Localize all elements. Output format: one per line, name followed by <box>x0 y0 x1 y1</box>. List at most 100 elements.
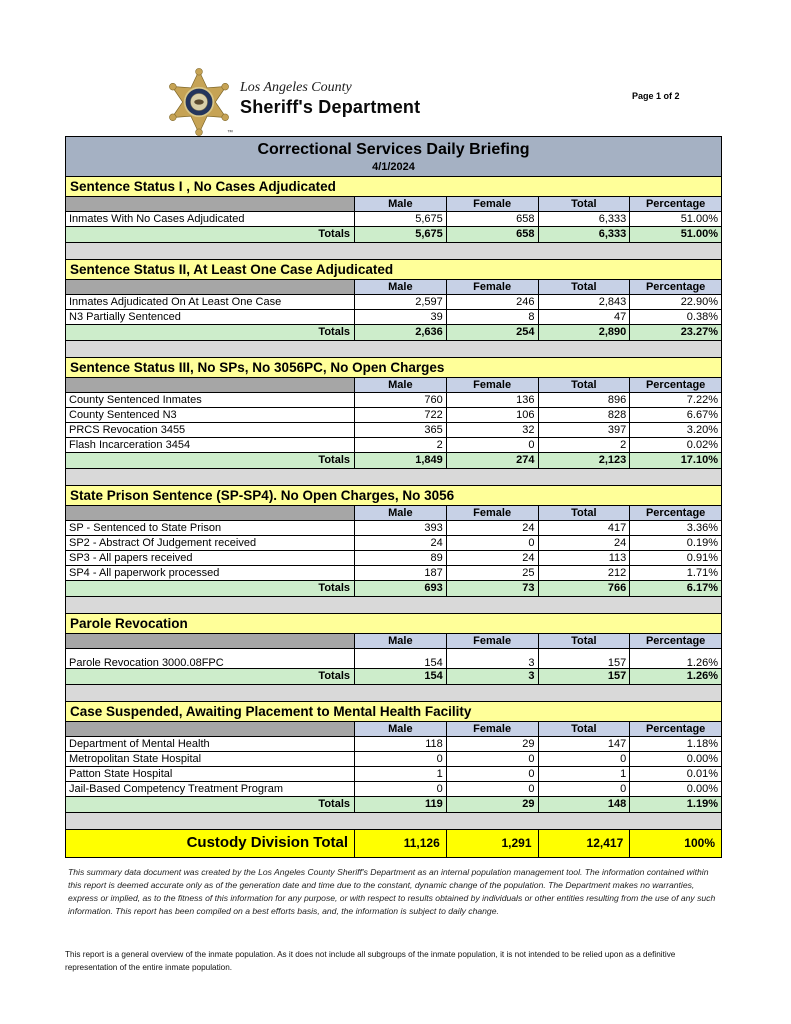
cell-male: 0 <box>354 782 446 796</box>
totals-percentage: 17.10% <box>629 453 721 468</box>
column-header-male: Male <box>354 506 446 520</box>
section-sentence-status-2: Sentence Status II, At Least One Case Ad… <box>66 260 721 358</box>
cell-total: 417 <box>537 521 630 535</box>
totals-row: Totals 5,675 658 6,333 51.00% <box>66 227 721 243</box>
cell-female: 106 <box>445 408 538 422</box>
cell-female: 29 <box>445 737 538 751</box>
totals-male: 1,849 <box>354 453 446 468</box>
table-row: County Sentenced N3 722 106 828 6.67% <box>66 408 721 423</box>
table-row: PRCS Revocation 3455 365 32 397 3.20% <box>66 423 721 438</box>
row-label: SP4 - All paperwork processed <box>69 567 220 579</box>
row-label: Department of Mental Health <box>69 738 210 750</box>
row-label: Flash Incarceration 3454 <box>69 439 191 451</box>
daily-briefing-report: Correctional Services Daily Briefing 4/1… <box>65 136 722 858</box>
cell-female: 246 <box>445 295 538 309</box>
cell-percentage: 22.90% <box>629 295 721 309</box>
column-header-blank <box>66 506 354 520</box>
cell-female: 32 <box>445 423 538 437</box>
cell-total: 212 <box>537 566 630 580</box>
section-spacer <box>66 597 721 614</box>
table-row: SP4 - All paperwork processed 187 25 212… <box>66 566 721 581</box>
table-row: N3 Partially Sentenced 39 8 47 0.38% <box>66 310 721 325</box>
column-header-total: Total <box>537 378 630 392</box>
column-header-female: Female <box>445 722 538 736</box>
totals-male: 119 <box>354 797 446 812</box>
grand-total-female: 1,291 <box>445 830 538 857</box>
section-state-prison-sentence: State Prison Sentence (SP-SP4). No Open … <box>66 486 721 614</box>
table-row: SP3 - All papers received 89 24 113 0.91… <box>66 551 721 566</box>
row-label: SP3 - All papers received <box>69 552 193 564</box>
cell-female: 3 <box>445 649 538 668</box>
column-header-blank <box>66 197 354 211</box>
totals-male: 5,675 <box>354 227 446 242</box>
cell-male: 0 <box>354 752 446 766</box>
table-row: Inmates Adjudicated On At Least One Case… <box>66 295 721 310</box>
totals-label: Totals <box>318 454 350 466</box>
cell-male: 722 <box>354 408 446 422</box>
totals-total: 148 <box>537 797 630 812</box>
totals-percentage: 1.19% <box>629 797 721 812</box>
totals-male: 693 <box>354 581 446 596</box>
trademark-symbol: ™ <box>227 130 233 136</box>
grand-total-percentage: 100% <box>629 830 721 857</box>
logo-text: Los Angeles County Sheriff's Department <box>240 68 420 118</box>
cell-female: 8 <box>445 310 538 324</box>
row-label: Inmates With No Cases Adjudicated <box>69 213 245 225</box>
cell-male: 1 <box>354 767 446 781</box>
cell-female: 0 <box>445 782 538 796</box>
column-header-total: Total <box>537 506 630 520</box>
row-label: SP2 - Abstract Of Judgement received <box>69 537 257 549</box>
section-case-suspended-mental-health: Case Suspended, Awaiting Placement to Me… <box>66 702 721 830</box>
column-header-row: Male Female Total Percentage <box>66 506 721 521</box>
cell-percentage: 3.36% <box>629 521 721 535</box>
section-sentence-status-3: Sentence Status III, No SPs, No 3056PC, … <box>66 358 721 486</box>
section-header: Sentence Status I , No Cases Adjudicated <box>66 177 721 197</box>
column-header-male: Male <box>354 722 446 736</box>
cell-percentage: 1.71% <box>629 566 721 580</box>
cell-male: 89 <box>354 551 446 565</box>
logo-department-text: Sheriff's Department <box>240 97 421 117</box>
table-row: Metropolitan State Hospital 0 0 0 0.00% <box>66 752 721 767</box>
column-header-percentage: Percentage <box>629 634 721 648</box>
column-header-blank <box>66 280 354 294</box>
section-spacer <box>66 243 721 260</box>
cell-percentage: 6.67% <box>629 408 721 422</box>
totals-male: 154 <box>354 669 446 684</box>
cell-female: 24 <box>445 551 538 565</box>
grand-total-label: Custody Division Total <box>186 834 348 851</box>
overview-note-text: This report is a general overview of the… <box>65 950 676 972</box>
section-parole-revocation: Parole Revocation Male Female Total Perc… <box>66 614 721 702</box>
cell-total: 828 <box>537 408 630 422</box>
table-row: SP - Sentenced to State Prison 393 24 41… <box>66 521 721 536</box>
totals-percentage: 51.00% <box>629 227 721 242</box>
logo-county-text: Los Angeles County <box>240 80 352 95</box>
column-header-male: Male <box>354 280 446 294</box>
section-spacer <box>66 813 721 830</box>
column-header-row: Male Female Total Percentage <box>66 634 721 649</box>
row-label: County Sentenced Inmates <box>69 394 202 406</box>
cell-male: 2,597 <box>354 295 446 309</box>
cell-percentage: 0.38% <box>629 310 721 324</box>
column-header-blank <box>66 378 354 392</box>
cell-male: 5,675 <box>354 212 446 226</box>
column-header-total: Total <box>537 280 630 294</box>
column-header-male: Male <box>354 634 446 648</box>
totals-row: Totals 693 73 766 6.17% <box>66 581 721 597</box>
totals-label: Totals <box>318 670 350 682</box>
section-header: Parole Revocation <box>66 614 721 634</box>
cell-male: 187 <box>354 566 446 580</box>
totals-label: Totals <box>318 798 350 810</box>
cell-total: 147 <box>537 737 630 751</box>
column-header-blank <box>66 722 354 736</box>
cell-total: 397 <box>537 423 630 437</box>
totals-percentage: 6.17% <box>629 581 721 596</box>
row-label: Jail-Based Competency Treatment Program <box>69 783 283 795</box>
cell-female: 25 <box>445 566 538 580</box>
cell-total: 0 <box>537 782 630 796</box>
section-sentence-status-1: Sentence Status I , No Cases Adjudicated… <box>66 177 721 260</box>
cell-male: 118 <box>354 737 446 751</box>
cell-female: 0 <box>445 752 538 766</box>
row-label: N3 Partially Sentenced <box>69 311 181 323</box>
cell-total: 113 <box>537 551 630 565</box>
totals-label: Totals <box>318 228 350 240</box>
